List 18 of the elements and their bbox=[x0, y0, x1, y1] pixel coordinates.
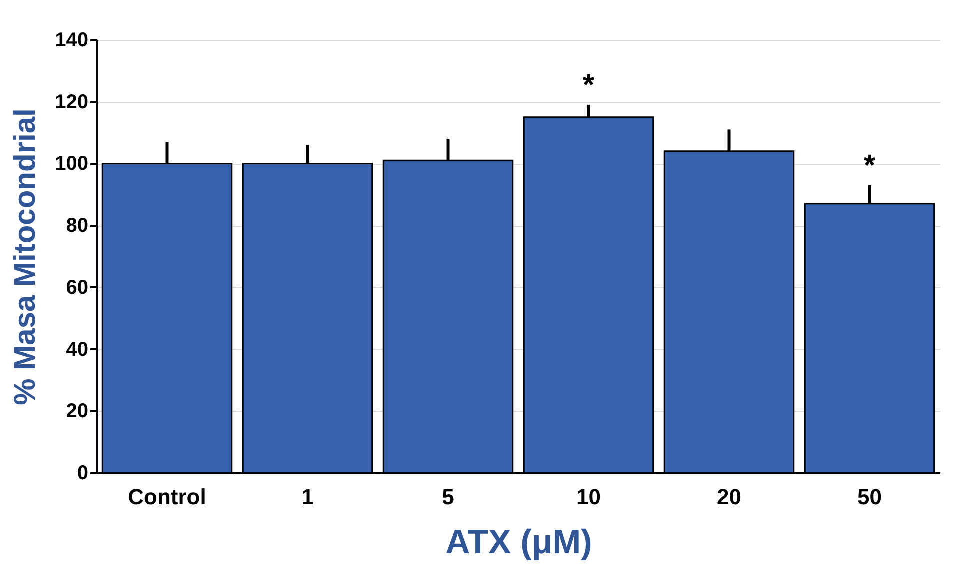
y-tick-label: 0 bbox=[77, 462, 88, 484]
x-tick-label: 5 bbox=[442, 484, 454, 510]
x-tick-label: 50 bbox=[858, 484, 882, 510]
y-tick-label: 120 bbox=[55, 91, 88, 114]
x-tick-label: 1 bbox=[302, 484, 314, 510]
annotation: * bbox=[582, 68, 595, 102]
y-tick-label: 20 bbox=[66, 400, 88, 423]
y-tick-label: 40 bbox=[66, 338, 88, 361]
y-tick-label: 140 bbox=[55, 30, 88, 52]
annotation: * bbox=[864, 149, 876, 182]
y-tick-label: 100 bbox=[55, 153, 88, 176]
y-axis-title: % Masa Mitocondrial bbox=[9, 108, 42, 406]
x-axis-title: ATX (μM) bbox=[446, 524, 592, 562]
x-tick-label: 10 bbox=[576, 484, 601, 510]
x-tick-label: 20 bbox=[717, 484, 742, 510]
y-tick-label: 60 bbox=[66, 276, 88, 299]
x-tick-label: Control bbox=[128, 484, 206, 510]
y-tick-label: 80 bbox=[66, 215, 88, 238]
